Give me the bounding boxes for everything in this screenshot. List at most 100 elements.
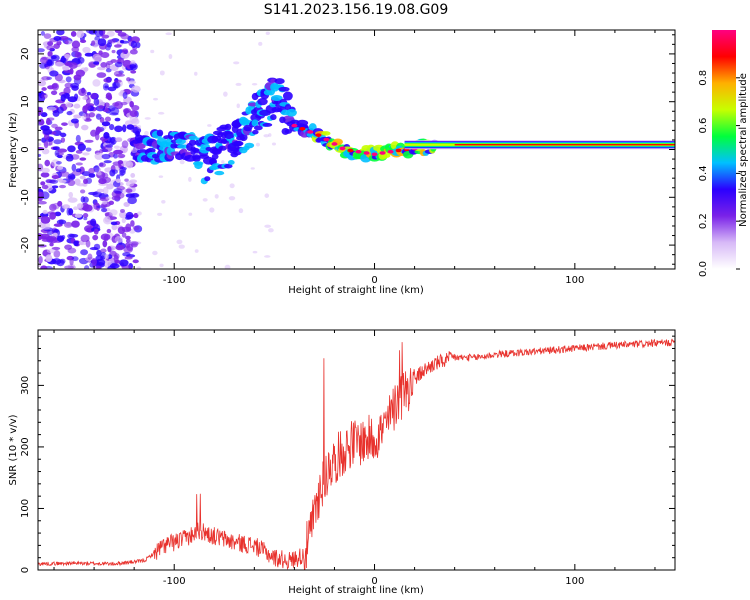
spectrogram-ridge-blob <box>282 91 293 101</box>
spectrogram-noise-blob <box>109 123 115 131</box>
spectrogram-noise-blob <box>107 246 112 253</box>
spectrogram-noise-blob <box>110 221 118 226</box>
snr-ticks: -100 0 100 0 100 200 300 <box>20 330 675 587</box>
spectrogram-noise-blob <box>104 102 110 108</box>
spectrogram-noise-blob <box>74 51 82 58</box>
spectrogram-noise-blob <box>63 87 71 95</box>
spectrogram-ridge-blob <box>189 139 197 147</box>
spectrogram-noise-blob <box>104 212 110 217</box>
spectrogram-noise-blob <box>82 204 93 212</box>
spectrogram-noise-blob <box>90 218 97 227</box>
spectrogram-noise-blob <box>120 33 130 40</box>
spectrogram-noise-blob <box>47 41 54 46</box>
spectrogram-noise-blob <box>130 192 140 198</box>
spectrogram-x-tick-label: 0 <box>371 275 377 286</box>
spectrogram-noise-blob <box>79 175 86 180</box>
spectrogram-ridge-blob <box>270 95 283 102</box>
spectrogram-noise-blob <box>69 174 76 180</box>
spectrogram-ridge-blob <box>262 122 273 127</box>
spectrogram-noise-blob <box>67 179 76 187</box>
spectrogram-noise-blob <box>263 134 270 138</box>
spectrogram-noise-blob <box>40 172 50 178</box>
spectrogram-x-tick-label: 100 <box>565 275 584 286</box>
spectrogram-x-label: Height of straight line (km) <box>288 285 424 296</box>
spectrogram-noise-blob <box>179 159 185 165</box>
spectrogram-noise-blob <box>51 185 59 189</box>
spectrogram-noise-blob <box>53 43 60 49</box>
spectrogram-noise-blob <box>64 265 75 269</box>
spectrogram-noise-blob <box>66 110 73 116</box>
spectrogram-noise-blob <box>161 199 166 204</box>
spectrogram-noise-blob <box>124 256 133 260</box>
spectrogram-noise-blob <box>117 226 126 235</box>
spectrogram-noise-blob <box>114 30 123 34</box>
spectrogram-noise-blob <box>49 212 57 220</box>
spectrogram-noise-blob <box>60 132 67 138</box>
colorbar-tick-label: 0.2 <box>698 213 709 229</box>
spectrogram-noise-blob <box>118 173 124 177</box>
spectrogram-noise-blob <box>114 44 122 48</box>
spectrogram-noise-blob <box>59 171 70 177</box>
spectrogram-noise-blob <box>40 30 45 36</box>
spectrogram-noise-blob <box>130 60 136 66</box>
colorbar: 0.0 0.2 0.4 0.6 0.8 Normalized spectral ampl… <box>698 30 749 277</box>
spectrogram-noise-blob <box>127 80 136 85</box>
spectrogram-noise-blob <box>57 200 63 207</box>
spectrogram-noise-blob <box>168 54 173 60</box>
spectrogram-ridge-blob <box>270 114 277 121</box>
spectrogram-noise-blob <box>39 57 48 64</box>
spectrogram-noise-blob <box>88 173 96 178</box>
spectrogram-noise-blob <box>131 148 138 154</box>
spectrogram-noise-blob <box>60 94 66 102</box>
spectrogram-noise-blob <box>43 33 52 39</box>
spectrogram-ridge-blob <box>211 153 219 160</box>
spectrogram-noise-blob <box>65 155 74 162</box>
spectrogram-noise-blob <box>49 70 59 77</box>
spectrogram-noise-blob <box>120 208 125 213</box>
spectrogram-ridge-blob <box>224 131 235 140</box>
spectrogram-noise-blob <box>122 108 132 114</box>
spectrogram-noise-blob <box>94 30 104 37</box>
spectrogram-noise-blob <box>114 235 124 243</box>
spectrogram-noise-blob <box>52 232 58 237</box>
spectrogram-noise-blob <box>106 228 112 234</box>
spectrogram-noise-blob <box>91 40 96 46</box>
spectrogram-peak <box>323 137 330 142</box>
spectrogram-noise-blob <box>71 85 79 91</box>
spectrogram-noise-blob <box>159 70 165 76</box>
spectrogram-noise-blob <box>130 220 135 227</box>
snr-plot-area <box>38 330 675 570</box>
spectrogram-ridge-blob <box>156 129 164 137</box>
spectrogram-noise-blob <box>119 211 127 219</box>
spectrogram-noise-blob <box>41 92 48 99</box>
spectrogram-noise-blob <box>98 105 105 109</box>
spectrogram-noise-blob <box>109 137 116 144</box>
spectrogram-noise-blob <box>101 200 108 205</box>
spectrogram-peak <box>307 130 314 134</box>
spectrogram-noise-blob <box>96 171 102 176</box>
spectrogram-noise-blob <box>137 125 142 129</box>
spectrogram-noise-blob <box>41 87 47 91</box>
spectrogram-noise-blob <box>92 79 101 87</box>
spectrogram-noise-blob <box>96 265 102 269</box>
spectrogram-noise-blob <box>105 68 112 73</box>
spectrogram-noise-blob <box>46 45 55 51</box>
spectrogram-noise-blob <box>89 247 99 251</box>
spectrogram-noise-blob <box>49 179 59 184</box>
spectrogram-noise-blob <box>78 88 87 97</box>
spectrogram-noise-blob <box>268 133 272 137</box>
spectrogram-noise-blob <box>46 248 56 254</box>
spectrogram-noise-blob <box>113 153 118 159</box>
spectrogram-ridge-blob <box>257 98 268 106</box>
spectrogram-peak <box>363 151 370 155</box>
spectrogram-noise-blob <box>122 252 131 257</box>
spectrogram-noise-blob <box>38 118 45 126</box>
carrier-band-core <box>454 144 675 146</box>
spectrogram-noise-blob <box>121 48 129 54</box>
spectrogram-noise-blob <box>224 264 231 269</box>
spectrogram-noise-blob <box>56 30 65 36</box>
spectrogram-noise-blob <box>114 125 123 133</box>
spectrogram-noise-blob <box>115 244 125 251</box>
spectrogram-noise-blob <box>63 221 73 228</box>
